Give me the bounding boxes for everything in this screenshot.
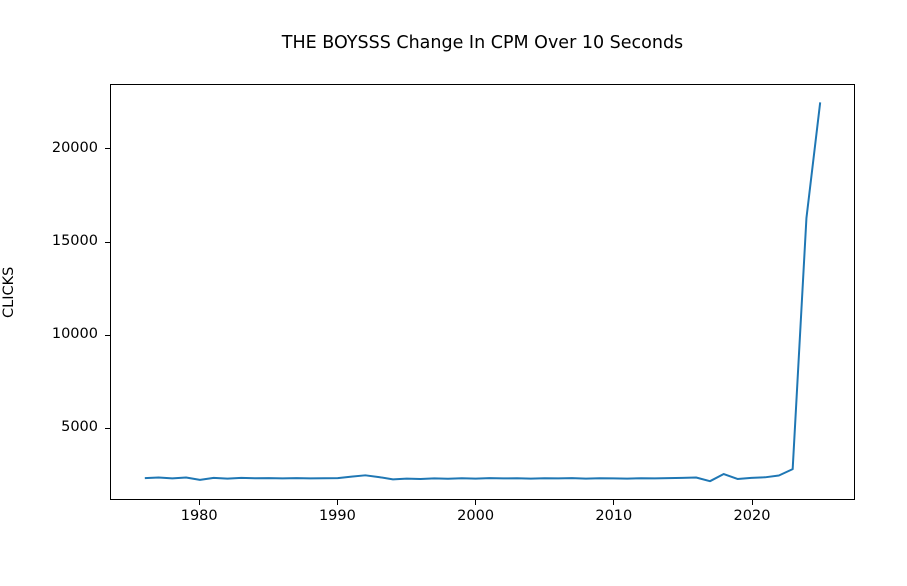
x-tick-mark [475,500,477,505]
x-tick-label: 2000 [457,508,495,524]
x-tick-label: 1980 [180,508,218,524]
data-line [144,102,822,483]
x-tick-label: 2010 [595,508,633,524]
y-tick-mark [105,148,110,150]
y-tick-mark [105,427,110,429]
x-tick-label: 1990 [318,508,356,524]
x-tick-label: 2020 [733,508,771,524]
plot-area [110,84,855,500]
y-tick-label: 5000 [61,419,98,435]
x-tick-mark [198,500,200,505]
x-tick-mark [751,500,753,505]
y-tick-label: 10000 [51,326,98,342]
line-chart-svg [144,102,822,483]
y-tick-label: 20000 [51,139,98,156]
y-tick-label: 15000 [51,233,98,249]
y-tick-mark [105,241,110,243]
y-tick-mark [105,334,110,336]
x-tick-mark [336,500,338,505]
x-tick-mark [613,500,615,505]
chart-title: THE BOYSSS Change In CPM Over 10 Seconds [281,33,684,53]
